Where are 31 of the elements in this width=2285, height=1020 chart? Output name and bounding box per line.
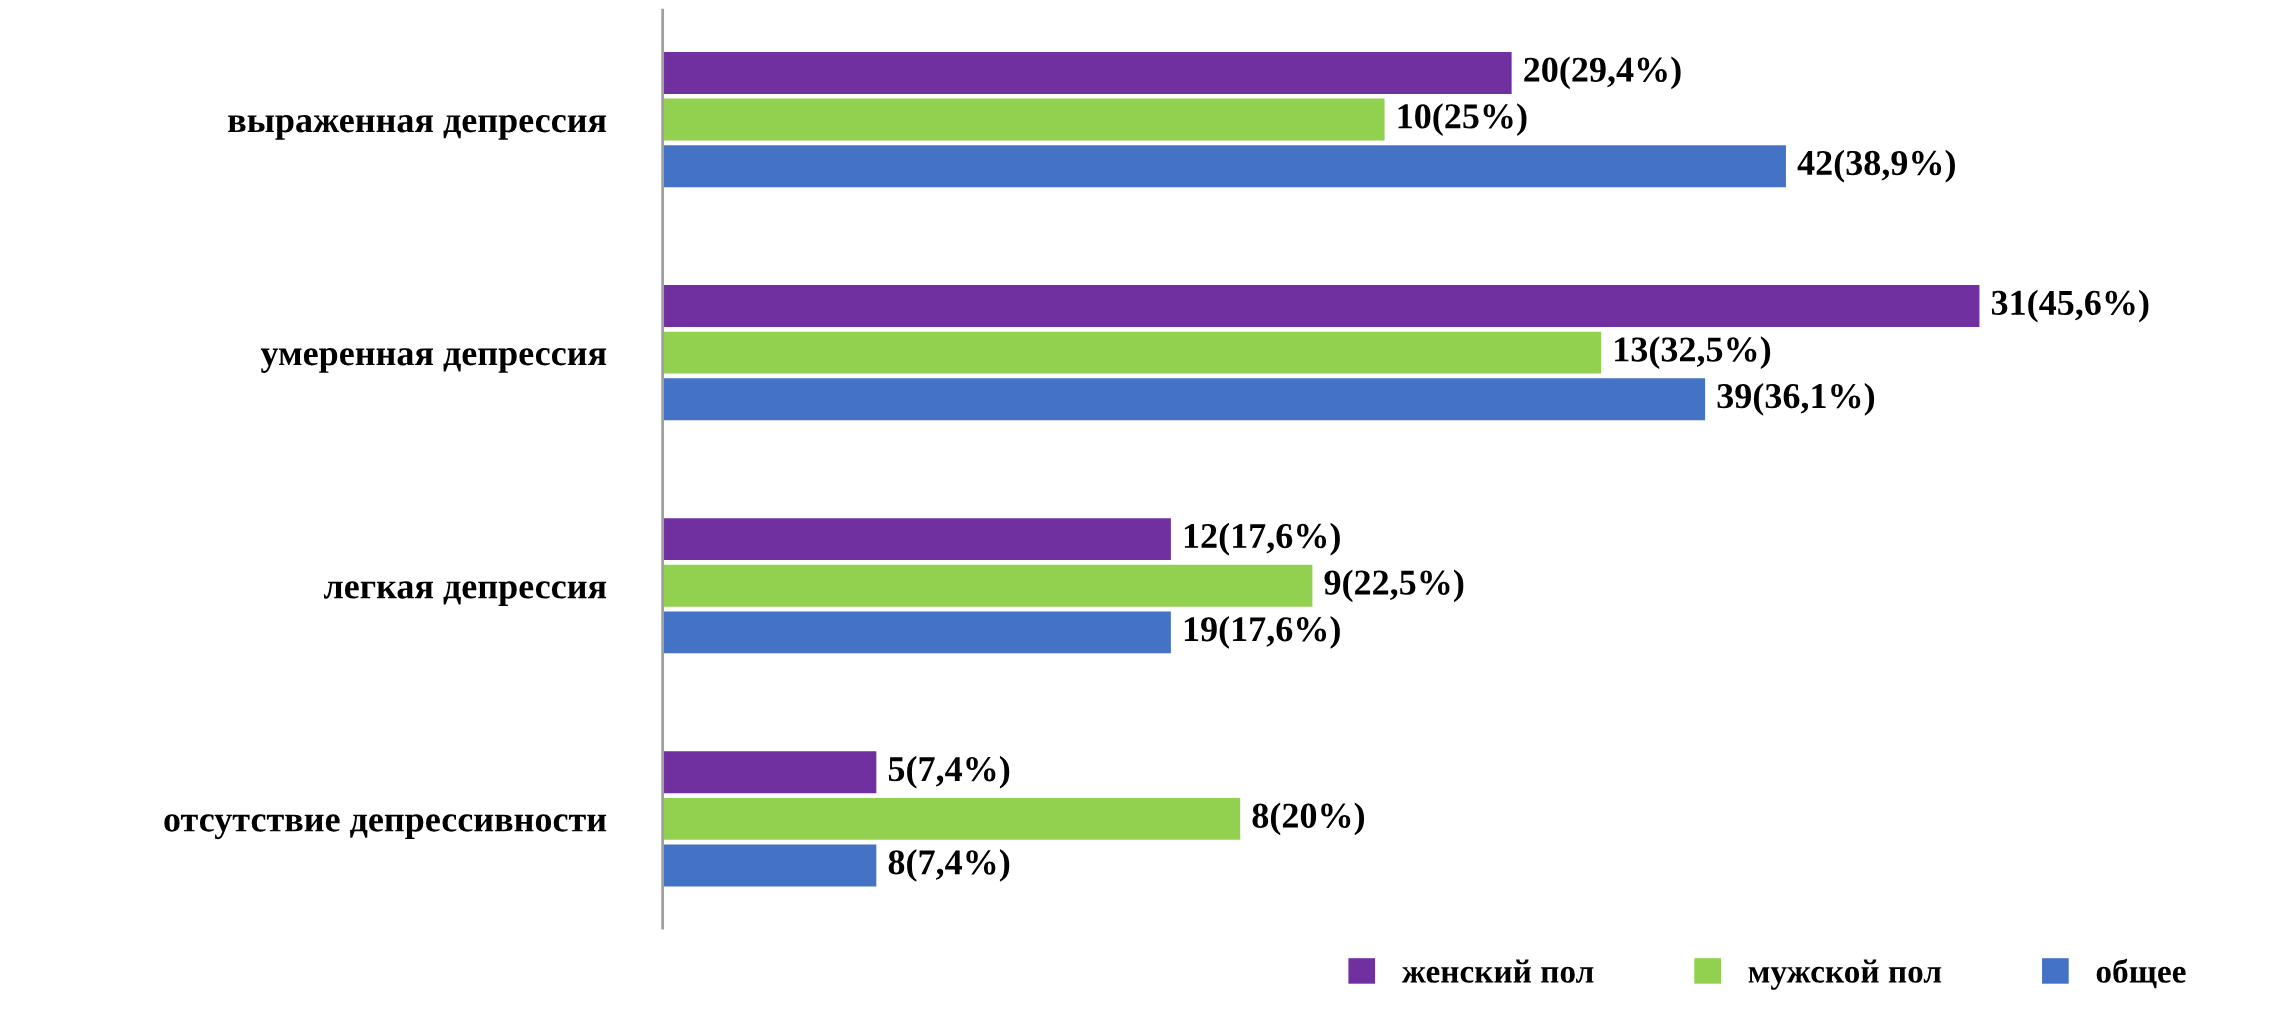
data-label: 9(22,5%) [1324,569,1464,603]
data-label: 12(17,6%) [1184,522,1340,556]
bar [662,145,1786,188]
y-tick-label: легкая депрессия [323,581,607,606]
data-label: 39(36,1%) [1717,382,1875,416]
bar [662,98,1385,141]
data-label: 19(17,6%) [1184,616,1340,649]
bar [662,285,1980,327]
bar [662,518,1171,561]
bar [662,378,1706,421]
data-label: 13(32,5%) [1615,336,1771,370]
legend-label: общее [2096,958,2186,989]
data-label: 42(38,9%) [1797,149,1955,183]
data-label: 10(25%) [1398,103,1527,136]
bar [662,331,1602,374]
bar [662,564,1313,607]
data-label: 31(45,6%) [1991,289,2149,323]
legend-label: женский пол [1401,959,1594,983]
bar [662,844,877,887]
legend-label: мужской пол [1748,959,1942,990]
data-label: 20(29,4%) [1524,56,1681,90]
data-label: 5(7,4%) [888,755,1010,789]
y-tick-label: умеренная депрессия [260,348,607,373]
y-tick-label: выраженная депрессия [228,115,607,140]
data-label: 8(20%) [1252,802,1365,836]
bar [662,51,1512,94]
bar [662,611,1171,654]
y-tick-label: отсутствие депрессивности [164,814,607,840]
data-label: 8(7,4%) [888,849,1010,882]
bar [662,797,1241,840]
bar [662,751,877,794]
